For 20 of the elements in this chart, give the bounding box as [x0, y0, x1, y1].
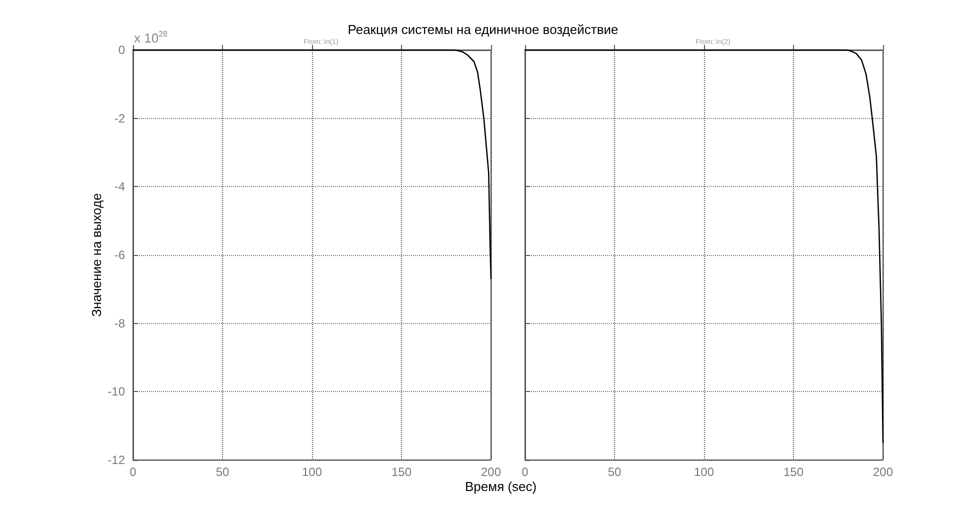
x-axis-title: Время (sec): [465, 479, 537, 494]
y-tick-label: -2: [114, 111, 126, 126]
y-tick-label: -12: [108, 453, 126, 467]
x-tick-label: 100: [302, 465, 322, 479]
x-tick-label: 50: [216, 465, 230, 479]
x-tick-label: 50: [608, 465, 622, 479]
y-tick-label: 0: [118, 43, 126, 57]
x-tick-label: 100: [694, 465, 714, 479]
y-tick-label: -6: [114, 248, 126, 262]
y-tick-label: -8: [114, 316, 126, 330]
y-tick-label: -4: [114, 180, 126, 194]
x-tick-label: 0: [522, 465, 529, 479]
x-tick-label: 200: [480, 465, 502, 479]
chart-title: Реакция системы на единичное воздействие: [348, 22, 618, 37]
x-tick-label: 0: [130, 465, 137, 479]
y-tick-label: -10: [108, 384, 126, 399]
x-tick-label: 200: [872, 465, 894, 479]
x-tick-label: 150: [391, 465, 412, 479]
y-axis-title: Значение на выходе: [89, 193, 104, 317]
x-tick-label: 150: [783, 465, 804, 479]
